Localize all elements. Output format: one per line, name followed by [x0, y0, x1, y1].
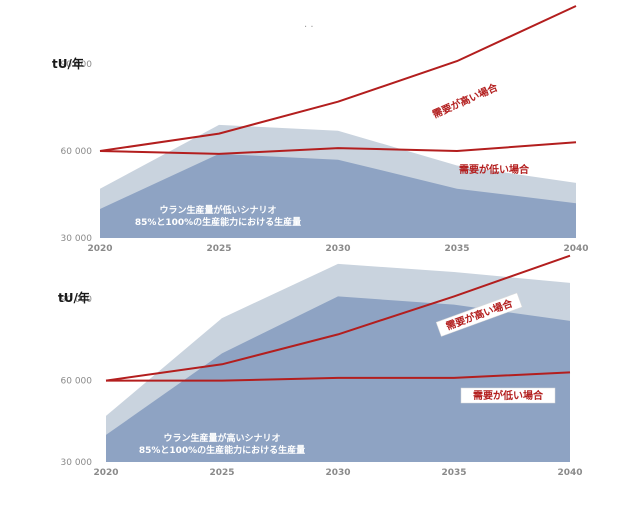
demand-label-box [435, 292, 523, 337]
chart-high-production: 30 000 60 000 90 000 2020 2025 2030 2035 2040 tU… [58, 254, 583, 478]
x-tick-label: 2030 [325, 244, 350, 254]
y-tick-label: 60 000 [61, 377, 93, 387]
demand-high-line [99, 5, 577, 152]
stray-mark: · · [304, 22, 314, 33]
demand-high-label: 需要が高い場合 [430, 80, 500, 121]
scenario-caption-line: ウラン生産量が低いシナリオ [159, 204, 276, 216]
y-unit-label: tU/年 [52, 56, 84, 71]
chart-low-production: 30 000 60 000 90 000 2020 2025 2030 2035 2040 tU… [52, 5, 589, 254]
demand-label-text: 需要が高い場合 [430, 80, 500, 121]
x-tick-label: 2035 [441, 468, 466, 478]
y-tick-label: 90 000 [61, 60, 93, 70]
x-tick-label: 2040 [563, 244, 588, 254]
x-tick-label: 2020 [93, 468, 118, 478]
y-unit-label: tU/年 [58, 290, 90, 305]
production-band-85pct [106, 296, 570, 462]
x-tick-label: 2035 [444, 244, 469, 254]
y-tick-label: 30 000 [61, 458, 93, 468]
scenario-caption-line: 85%と100%の生産能力における生産量 [139, 444, 305, 456]
x-tick-label: 2025 [206, 244, 231, 254]
production-band-85pct [100, 153, 576, 238]
demand-high-line [105, 254, 571, 382]
x-tick-label: 2030 [325, 468, 350, 478]
y-tick-label: 30 000 [61, 234, 93, 244]
x-tick-label: 2025 [209, 468, 234, 478]
y-tick-label: 90 000 [61, 295, 93, 305]
scenario-caption-line: ウラン生産量が高いシナリオ [163, 432, 280, 444]
demand-low-label: 需要が低い場合 [460, 387, 556, 404]
scenario-caption-line: 85%と100%の生産能力における生産量 [135, 216, 301, 228]
y-tick-label: 60 000 [61, 147, 93, 157]
demand-label-text: 需要が低い場合 [459, 163, 530, 176]
demand-label-text: 需要が低い場合 [473, 389, 544, 402]
demand-label-box [460, 387, 556, 404]
x-tick-label: 2020 [87, 244, 112, 254]
demand-low-line [106, 371, 571, 382]
x-tick-label: 2040 [557, 468, 582, 478]
demand-low-label: 需要が低い場合 [459, 163, 530, 176]
demand-low-line [99, 141, 577, 155]
